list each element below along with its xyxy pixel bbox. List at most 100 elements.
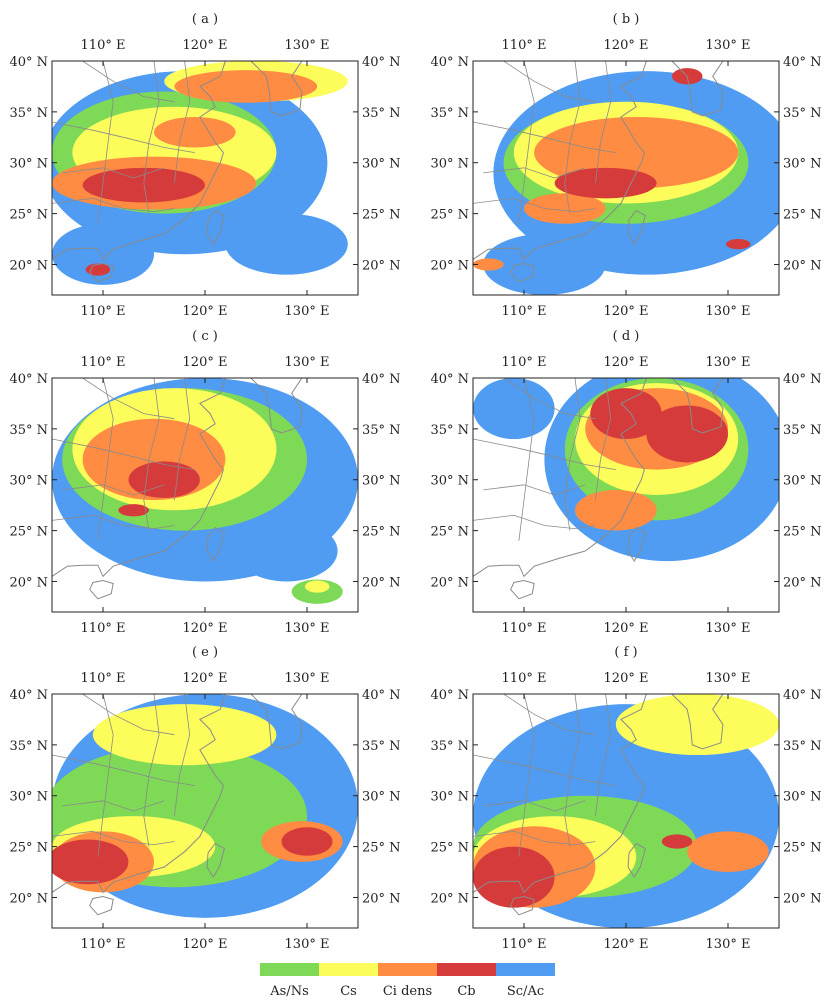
lon-label-top: 130° E [285,38,330,53]
panel-label: ( f ) [614,645,637,660]
lat-label-left: 35° N [430,423,469,438]
legend-swatch-ci-dens [378,963,437,976]
lat-label-left: 30° N [9,157,48,172]
province-border [62,167,165,179]
province-border [174,61,191,184]
province-border [518,378,535,541]
lat-label-left: 25° N [9,841,48,856]
taiwan-island [627,842,646,879]
legend-swatch-sc-ac [496,963,555,976]
lon-label-bottom: 110° E [502,304,547,319]
lat-label-left: 35° N [9,739,48,754]
lon-label-top: 110° E [81,355,126,370]
lat-label-right: 35° N [362,423,401,438]
lat-label-left: 20° N [430,891,469,906]
lat-label-left: 40° N [9,372,48,387]
korea-coastline [671,378,724,434]
lat-label-left: 25° N [430,525,469,540]
province-border [143,61,160,214]
lon-label-bottom: 120° E [604,937,649,952]
korea-coastline [250,61,303,117]
cloud-region-cb [554,167,657,199]
coastline [52,61,226,261]
province-border [52,830,175,846]
province-border [595,61,612,184]
taiwan-island [206,209,225,246]
lat-label-left: 20° N [430,575,469,590]
cloud-region-ci-dens [473,258,504,271]
lon-label-top: 120° E [183,38,228,53]
province-border [473,121,616,153]
province-border [62,800,165,812]
lon-label-bottom: 130° E [285,937,330,952]
cloud-region-cb [128,461,200,499]
lat-label-right: 20° N [362,891,401,906]
lon-label-bottom: 110° E [81,621,126,636]
map-panel-d: ( d ) 110° E 110° E 120° E 120° E 130° E 130° … [430,329,821,636]
lon-label-bottom: 120° E [604,304,649,319]
lat-label-left: 25° N [430,208,469,223]
korea-coastline [671,61,724,117]
lat-label-right: 20° N [783,258,822,273]
lat-label-right: 35° N [362,106,401,121]
lat-label-right: 40° N [362,688,401,703]
lat-label-left: 20° N [9,258,48,273]
lat-label-right: 20° N [783,891,822,906]
legend-swatch-as-ns [260,963,319,976]
lon-label-bottom: 110° E [81,937,126,952]
lat-label-right: 40° N [783,372,822,387]
coastline [473,378,647,578]
cloud-region-ci-dens [174,70,318,103]
province-border [473,197,596,213]
coastline [52,378,226,578]
province-border [473,830,596,846]
legend-label: Ci dens [383,984,432,999]
hainan-island [510,895,535,916]
coastline [52,694,226,894]
lon-label-top: 120° E [604,38,649,53]
hainan-island [89,895,114,916]
lat-label-right: 30° N [783,157,822,172]
map-panel-f: ( f ) 110° E 110° E 120° E 120° E 130° E 130° … [430,645,821,952]
lat-label-right: 40° N [362,55,401,70]
lon-label-top: 120° E [183,671,228,686]
lat-label-right: 35° N [783,106,822,121]
legend-label: Cb [457,984,475,999]
lat-label-right: 25° N [362,841,401,856]
lon-label-top: 120° E [604,355,649,370]
province-border [473,438,616,470]
lat-label-left: 35° N [9,423,48,438]
lat-label-left: 30° N [430,790,469,805]
lat-label-right: 40° N [362,372,401,387]
lat-label-left: 30° N [430,157,469,172]
cloud-region-sc-ac [473,378,555,440]
cloud-region-sc-ac [225,213,348,275]
cloud-region-sc-ac [483,233,606,295]
lon-label-bottom: 120° E [183,937,228,952]
lon-label-top: 110° E [502,671,547,686]
taiwan-island [627,526,646,563]
coastline [473,694,647,894]
cloud-region-sc-ac [235,520,338,582]
lon-label-top: 130° E [706,671,751,686]
lat-label-left: 35° N [430,106,469,121]
lat-label-right: 30° N [783,474,822,489]
cloud-region-cb [281,827,333,856]
lat-label-left: 20° N [9,575,48,590]
legend-swatch-cs [319,963,378,976]
lat-label-right: 40° N [783,55,822,70]
lon-label-bottom: 110° E [502,937,547,952]
lon-label-top: 130° E [285,355,330,370]
lat-label-right: 20° N [783,575,822,590]
lat-label-right: 30° N [362,790,401,805]
lat-label-right: 25° N [783,208,822,223]
lat-label-left: 40° N [430,55,469,70]
lon-label-top: 110° E [81,671,126,686]
map-panel-b: ( b ) 110° E 110° E 120° E 120° E 130° E 130° … [430,12,821,319]
cloud-region-cb [646,405,728,463]
lat-label-left: 40° N [430,372,469,387]
province-border [52,754,195,786]
cloud-region-cb [661,834,693,849]
lon-label-bottom: 120° E [604,621,649,636]
